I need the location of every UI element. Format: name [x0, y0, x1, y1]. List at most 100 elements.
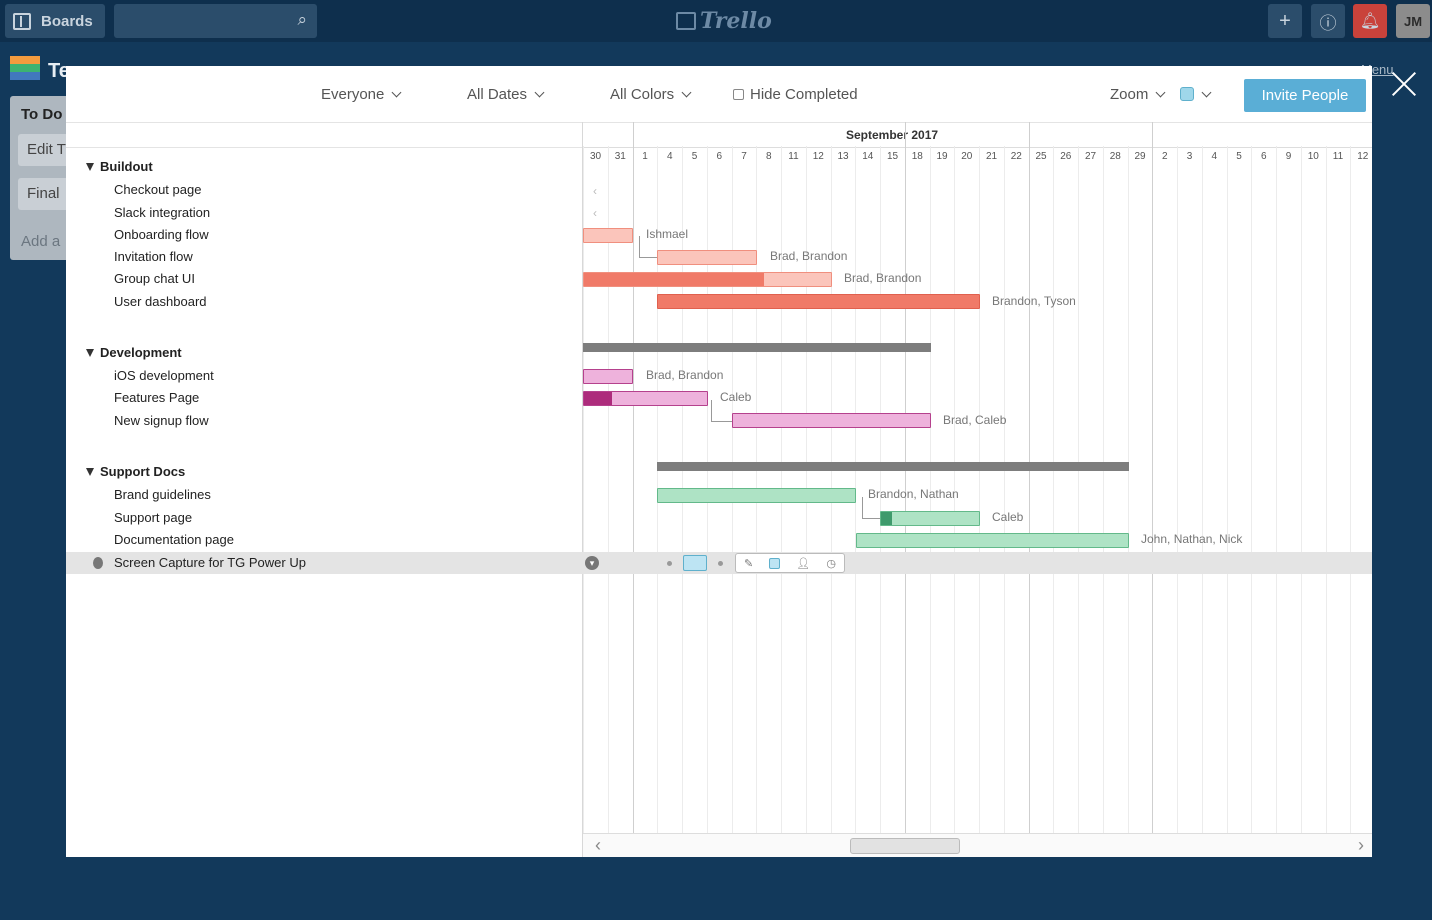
collapse-triangle-icon[interactable]: [86, 348, 94, 357]
task-label[interactable]: Invitation flow: [114, 249, 193, 264]
group-label: Support Docs: [100, 464, 186, 479]
group-label: Buildout: [100, 159, 153, 174]
color-picker[interactable]: [1180, 87, 1212, 101]
group-development[interactable]: Development: [86, 345, 182, 360]
invite-people-button[interactable]: Invite People: [1244, 79, 1366, 112]
gridline: [632, 122, 634, 834]
info-icon: ⓘ: [1319, 13, 1337, 33]
gantt-modal: Everyone All Dates All Colors Hide Compl…: [66, 66, 1372, 857]
day-label: 9: [1285, 151, 1292, 162]
task-bar[interactable]: [583, 391, 708, 406]
task-label[interactable]: Screen Capture for TG Power Up: [114, 555, 306, 570]
task-bar[interactable]: [657, 294, 980, 309]
collapse-triangle-icon[interactable]: [86, 467, 94, 476]
task-label[interactable]: New signup flow: [114, 413, 209, 428]
new-task-bar[interactable]: [683, 555, 707, 571]
hide-completed-toggle[interactable]: Hide Completed: [733, 86, 858, 103]
group-label: Development: [100, 345, 182, 360]
colors-filter[interactable]: All Colors: [610, 86, 692, 103]
group-summary-bar: [657, 462, 1129, 471]
day-label: 1: [642, 151, 648, 162]
gridline: [607, 146, 609, 834]
scrollbar-thumb[interactable]: [850, 838, 960, 854]
info-button[interactable]: ⓘ: [1311, 4, 1345, 38]
close-icon[interactable]: [1390, 70, 1418, 98]
day-label: 31: [614, 151, 626, 162]
color-swatch: [1180, 87, 1194, 101]
dates-filter[interactable]: All Dates: [467, 86, 545, 103]
collapse-triangle-icon[interactable]: [86, 162, 94, 171]
task-label[interactable]: Group chat UI: [114, 271, 195, 286]
avatar-initials: JM: [1403, 13, 1423, 29]
day-label: 26: [1060, 151, 1072, 162]
task-bar[interactable]: [583, 369, 633, 384]
group-support-docs[interactable]: Support Docs: [86, 464, 185, 479]
task-bar[interactable]: [732, 413, 931, 428]
day-label: 12: [1357, 151, 1369, 162]
day-label: 25: [1035, 151, 1047, 162]
person-icon[interactable]: 👤︎: [796, 557, 811, 570]
task-bar[interactable]: [583, 228, 633, 243]
pane-splitter[interactable]: [582, 122, 583, 857]
gridline: [929, 146, 931, 834]
horizontal-scrollbar[interactable]: ‹ ›: [583, 833, 1372, 857]
day-label: 19: [936, 151, 948, 162]
boards-button[interactable]: Boards: [5, 4, 105, 38]
task-bar[interactable]: [856, 533, 1129, 548]
task-label[interactable]: Checkout page: [114, 182, 202, 197]
gridline: [1028, 122, 1030, 834]
assignee-label: Brandon, Tyson: [992, 294, 1076, 308]
task-menu-icon[interactable]: ▾: [585, 556, 599, 570]
day-label: 5: [1236, 151, 1242, 162]
board-title[interactable]: Te: [48, 60, 70, 82]
collapsed-arrow-icon: ‹: [593, 184, 597, 198]
avatar[interactable]: JM: [1396, 4, 1430, 38]
task-label[interactable]: Support page: [114, 510, 193, 525]
assignee-label: John, Nathan, Nick: [1141, 532, 1243, 546]
task-bar[interactable]: [657, 488, 856, 503]
day-label: 11: [788, 151, 799, 162]
zoom-dropdown[interactable]: Zoom: [1110, 86, 1166, 103]
scroll-right-icon[interactable]: ›: [1358, 835, 1364, 855]
day-label: 18: [911, 151, 923, 162]
boards-label: Boards: [41, 12, 93, 30]
clock-icon[interactable]: ◷: [826, 557, 836, 570]
group-buildout[interactable]: Buildout: [86, 159, 153, 174]
plus-icon: +: [1279, 9, 1291, 32]
task-label[interactable]: User dashboard: [114, 294, 207, 309]
task-label[interactable]: Slack integration: [114, 205, 211, 220]
notifications-button[interactable]: 🔔︎: [1353, 4, 1387, 38]
add-card-link[interactable]: Add a: [21, 233, 61, 250]
day-label: 15: [886, 151, 899, 162]
task-label[interactable]: iOS development: [114, 368, 214, 383]
task-bar[interactable]: [880, 511, 980, 526]
task-bar[interactable]: [583, 272, 832, 287]
task-label[interactable]: Features Page: [114, 390, 200, 405]
task-label[interactable]: Onboarding flow: [114, 227, 209, 242]
collapsed-arrow-icon: ‹: [593, 206, 597, 220]
chevron-down-icon: [1155, 87, 1166, 98]
drag-handle-icon[interactable]: [93, 557, 103, 569]
edit-pencil-icon[interactable]: ✎: [744, 557, 754, 570]
gridline: [1152, 122, 1154, 834]
color-square-icon[interactable]: [769, 557, 781, 569]
day-label: 10: [1307, 151, 1319, 162]
date-handle-dot[interactable]: [718, 561, 723, 566]
day-label: 2: [1161, 151, 1168, 162]
gridline: [1102, 146, 1104, 834]
date-handle-dot[interactable]: [667, 561, 672, 566]
trello-logo[interactable]: Trello: [676, 8, 772, 34]
hide-completed-checkbox[interactable]: [733, 89, 744, 100]
add-button[interactable]: +: [1268, 4, 1302, 38]
gridline: [1201, 146, 1203, 834]
logo-text: Trello: [700, 8, 772, 34]
day-label: 6: [1260, 151, 1267, 162]
task-label[interactable]: Documentation page: [114, 532, 234, 547]
task-bar[interactable]: [657, 250, 757, 265]
scroll-left-icon[interactable]: ‹: [595, 835, 601, 855]
gridline: [583, 146, 584, 834]
gridline: [1251, 146, 1253, 834]
everyone-filter[interactable]: Everyone: [321, 86, 402, 103]
search-input[interactable]: ⌕: [114, 4, 317, 38]
task-label[interactable]: Brand guidelines: [114, 487, 211, 502]
